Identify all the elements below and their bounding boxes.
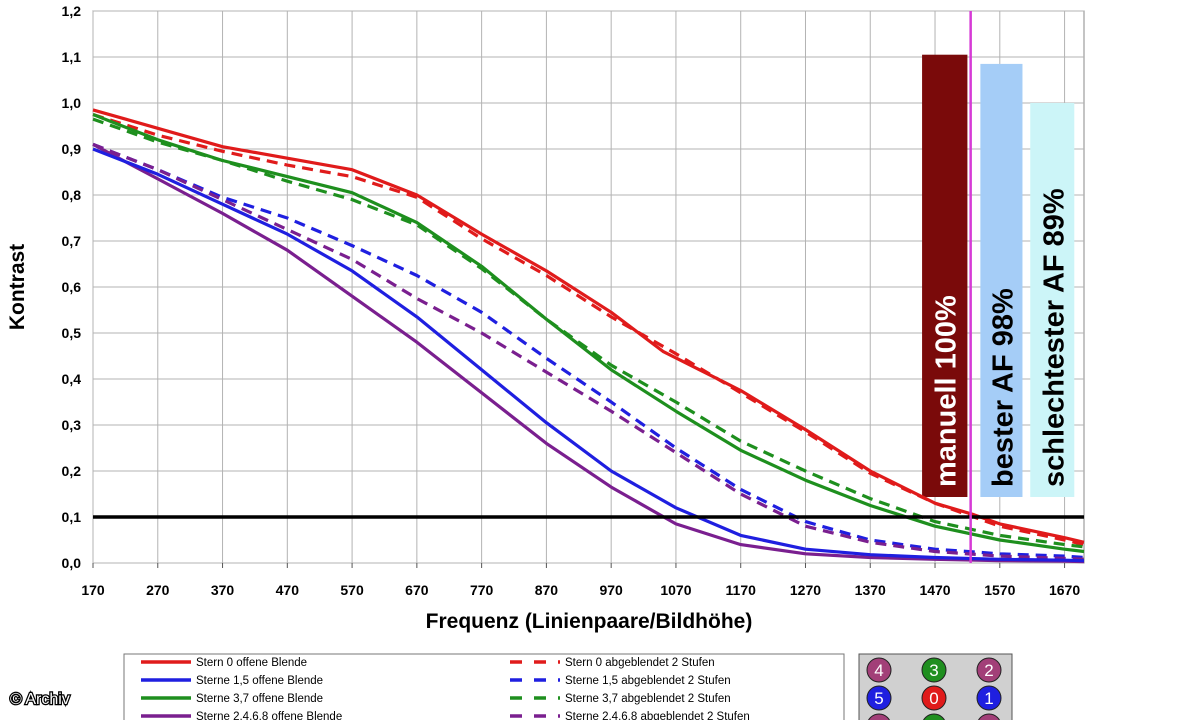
af-bar: manuell 100% xyxy=(922,54,968,497)
legend-label: Sterne 2,4,6,8 abgeblendet 2 Stufen xyxy=(565,711,750,720)
y-tick-label: 1,1 xyxy=(62,49,82,65)
y-tick-label: 1,0 xyxy=(62,95,82,111)
legend: Stern 0 offene Blende Sterne 1,5 offene B… xyxy=(123,653,845,725)
series-line xyxy=(92,142,1085,561)
x-tick-labels: 170 270 370 470 570 670 770 870 970 1070 1170 1270 1… xyxy=(81,582,1080,598)
star-cell: 0 xyxy=(921,685,947,711)
x-tick-label: 1070 xyxy=(660,582,691,598)
x-tick-label: 370 xyxy=(211,582,235,598)
legend-box xyxy=(123,653,845,725)
y-tick-label: 0,4 xyxy=(62,371,82,387)
x-tick-label: 670 xyxy=(405,582,429,598)
legend-label: Sterne 1,5 abgeblendet 2 Stufen xyxy=(565,675,731,687)
y-tick-label: 0,8 xyxy=(62,187,82,203)
af-bar-label: manuell 100% xyxy=(931,295,963,487)
y-tick-label: 0,3 xyxy=(62,417,82,433)
y-tick-label: 1,2 xyxy=(62,3,82,19)
y-tick-label: 0,6 xyxy=(62,279,82,295)
legend-item: Stern 0 offene Blende xyxy=(141,657,307,669)
legend-label: Sterne 3,7 abgeblendet 2 Stufen xyxy=(565,693,731,705)
x-axis-title: Frequenz (Linienpaare/Bildhöhe) xyxy=(426,610,753,633)
y-tick-labels: 0,0 0,1 0,2 0,3 0,4 0,5 0,6 0,7 0,8 0,9 1,0 1,1 1,2 xyxy=(62,3,82,571)
x-tick-label: 1670 xyxy=(1049,582,1080,598)
star-cell-label: 1 xyxy=(984,689,993,708)
star-cell-circle xyxy=(921,685,947,711)
legend-item: Stern 0 abgeblendet 2 Stufen xyxy=(510,657,715,669)
x-tick-label: 1470 xyxy=(919,582,950,598)
y-tick-label: 0,9 xyxy=(62,141,82,157)
legend-item: Sterne 3,7 abgeblendet 2 Stufen xyxy=(510,693,731,705)
x-tick-label: 970 xyxy=(599,582,623,598)
x-tick-label: 870 xyxy=(535,582,559,598)
star-cell-label: 0 xyxy=(929,689,938,708)
legend-item: Sterne 1,5 abgeblendet 2 Stufen xyxy=(510,675,731,687)
star-cell-label: 5 xyxy=(874,689,883,708)
star-cell: 3 xyxy=(921,657,947,683)
star-cell-circle xyxy=(921,657,947,683)
y-tick-label: 0,5 xyxy=(62,325,82,341)
x-tick-label: 470 xyxy=(276,582,300,598)
legend-label: Sterne 1,5 offene Blende xyxy=(196,675,323,687)
star-cell: 1 xyxy=(976,685,1002,711)
x-tick-label: 1570 xyxy=(984,582,1015,598)
star-cell-label: 3 xyxy=(929,661,938,680)
af-bar: schlechtester AF 89% xyxy=(1030,103,1075,497)
star-cell-circle xyxy=(866,685,892,711)
legend-label: Sterne 2,4,6,8 offene Blende xyxy=(196,711,342,720)
y-tick-label: 0,0 xyxy=(62,555,82,571)
legend-label: Stern 0 abgeblendet 2 Stufen xyxy=(565,657,715,669)
af-bar-label: bester AF 98% xyxy=(987,288,1019,487)
star-cell-circle xyxy=(866,657,892,683)
af-bar-label: schlechtester AF 89% xyxy=(1038,188,1070,487)
star-cell-label: 4 xyxy=(874,661,883,680)
star-grid: 4 3 2 5 0 1 xyxy=(858,653,1013,725)
star-cell-circle xyxy=(976,657,1002,683)
series-line xyxy=(92,142,1085,560)
star-cells: 4 3 2 5 0 1 xyxy=(866,657,1002,725)
grid xyxy=(92,10,1084,568)
series-lines xyxy=(92,108,1085,564)
x-tick-label: 170 xyxy=(81,582,105,598)
legend-item: Sterne 1,5 offene Blende xyxy=(141,675,323,687)
y-tick-label: 0,1 xyxy=(62,509,82,525)
legend-item: Sterne 3,7 offene Blende xyxy=(141,693,323,705)
x-tick-label: 1270 xyxy=(790,582,821,598)
x-tick-label: 770 xyxy=(470,582,494,598)
af-bar: bester AF 98% xyxy=(980,63,1023,498)
x-tick-label: 270 xyxy=(146,582,170,598)
af-bar-rect xyxy=(980,63,1023,498)
star-cell: 2 xyxy=(976,657,1002,683)
af-bar-rect xyxy=(1030,103,1075,497)
bars: manuell 100% bester AF 98% schlechtester A… xyxy=(922,54,1075,498)
star-cell-circle xyxy=(976,685,1002,711)
af-bar-rect xyxy=(922,54,968,497)
series-line xyxy=(92,113,1085,554)
series-line xyxy=(92,147,1085,563)
x-tick-label: 1170 xyxy=(726,582,757,598)
y-tick-label: 0,7 xyxy=(62,233,82,249)
series-line xyxy=(92,142,1085,564)
x-tick-label: 570 xyxy=(340,582,364,598)
copyright-text: © Archiv xyxy=(10,691,70,708)
star-cell: 5 xyxy=(866,685,892,711)
y-axis-title: Kontrast xyxy=(6,244,29,330)
y-tick-label: 0,2 xyxy=(62,463,82,479)
star-cell: 4 xyxy=(866,657,892,683)
series-line xyxy=(92,117,1085,549)
legend-label: Sterne 3,7 offene Blende xyxy=(196,693,323,705)
legend-label: Stern 0 offene Blende xyxy=(196,657,307,669)
x-tick-label: 1370 xyxy=(855,582,886,598)
star-cell-label: 2 xyxy=(984,661,993,680)
